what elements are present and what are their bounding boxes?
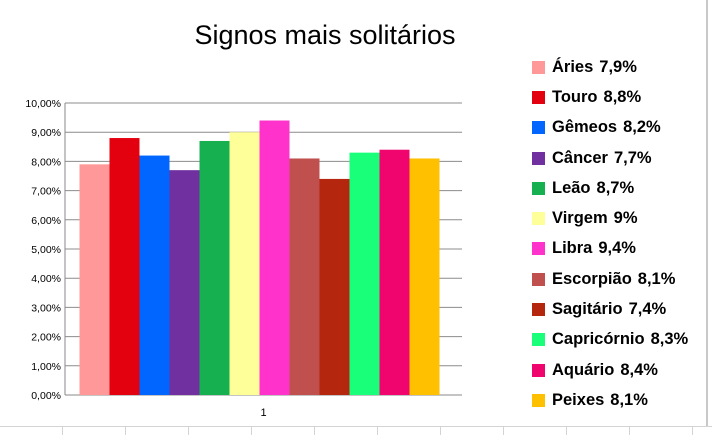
- chart-title: Signos mais solitários: [194, 20, 456, 50]
- x-tick-label: 1: [260, 407, 266, 419]
- legend-swatch: [532, 60, 545, 74]
- bar-touro: [109, 138, 140, 396]
- legend-label: Sagitário: [552, 300, 623, 319]
- legend-entry: Sagitário 7,4%: [532, 294, 708, 324]
- bar-gêmeos: [139, 155, 170, 395]
- legend-entry: Aquário 8,4%: [532, 355, 708, 385]
- y-tick-label: 9,00%: [31, 127, 61, 139]
- legend-label: Virgem: [552, 209, 608, 228]
- legend-swatch: [532, 90, 545, 104]
- legend-value: 8,8%: [603, 87, 642, 106]
- legend-entry: Áries 7,9%: [532, 52, 708, 82]
- legend-value: 8,3%: [650, 330, 689, 349]
- legend-swatch: [532, 212, 545, 226]
- legend-label: Aquário: [552, 360, 615, 379]
- legend-entry: Leão 8,7%: [532, 173, 708, 203]
- legend-label: Leão: [552, 178, 591, 197]
- chart-legend: Áries 7,9% Touro 8,8% Gêmeos 8,2% Câncer 7,7% Le…: [532, 52, 708, 416]
- bar-áries: [79, 164, 110, 395]
- y-tick-label: 0,00%: [31, 390, 61, 402]
- legend-entry: Virgem 9%: [532, 203, 708, 233]
- legend-swatch: [532, 303, 545, 317]
- y-tick-label: 5,00%: [31, 244, 61, 256]
- legend-entry: Gêmeos 8,2%: [532, 113, 708, 143]
- legend-value: 7,7%: [613, 148, 652, 167]
- legend-label: Libra: [552, 239, 593, 258]
- y-tick-label: 8,00%: [31, 156, 61, 168]
- legend-entry: Peixes 8,1%: [532, 385, 708, 415]
- legend-value: 8,4%: [620, 360, 658, 379]
- bar-aquário: [379, 149, 410, 395]
- legend-label: Capricórnio: [552, 330, 645, 349]
- legend-entry: Escorpião 8,1%: [532, 264, 708, 294]
- legend-entry: Touro 8,8%: [532, 82, 708, 112]
- legend-label: Escorpião: [552, 269, 632, 288]
- legend-label: Áries: [552, 57, 594, 76]
- bar-leão: [199, 140, 230, 395]
- legend-swatch: [532, 151, 545, 165]
- y-tick-label: 10,00%: [25, 98, 61, 110]
- legend-value: 8,1%: [637, 269, 676, 288]
- legend-swatch: [532, 181, 545, 195]
- legend-swatch: [532, 333, 545, 347]
- bar-virgem: [229, 132, 260, 395]
- legend-label: Câncer: [552, 148, 608, 167]
- legend-entry: Libra 9,4%: [532, 234, 708, 264]
- legend-swatch: [532, 121, 545, 135]
- legend-value: 9,4%: [598, 239, 636, 258]
- legend-label: Peixes: [552, 390, 605, 409]
- legend-entry: Capricórnio 8,3%: [532, 325, 708, 355]
- legend-value: 7,9%: [599, 57, 637, 76]
- bar-capricórnio: [349, 152, 380, 395]
- y-tick-label: 3,00%: [31, 302, 61, 314]
- legend-entry: Câncer 7,7%: [532, 143, 708, 173]
- legend-swatch: [532, 272, 545, 286]
- y-tick-label: 7,00%: [31, 186, 61, 198]
- y-tick-label: 2,00%: [31, 332, 61, 344]
- legend-swatch: [532, 363, 545, 377]
- spreadsheet-gridlines: [0, 426, 712, 435]
- y-tick-label: 6,00%: [31, 215, 61, 227]
- legend-swatch: [532, 393, 545, 407]
- y-tick-label: 1,00%: [31, 361, 61, 373]
- legend-label: Touro: [552, 87, 598, 106]
- legend-value: 8,2%: [623, 118, 661, 137]
- legend-label: Gêmeos: [552, 118, 618, 137]
- legend-value: 7,4%: [628, 300, 667, 319]
- bar-libra: [259, 120, 290, 396]
- legend-value: 8,7%: [596, 178, 635, 197]
- y-tick-label: 4,00%: [31, 273, 61, 285]
- legend-value: 9%: [613, 209, 638, 228]
- bar-câncer: [169, 170, 200, 395]
- legend-swatch: [532, 242, 545, 256]
- legend-value: 8,1%: [610, 390, 648, 409]
- bar-sagitário: [319, 178, 350, 395]
- bar-escorpião: [289, 158, 320, 395]
- bar-peixes: [409, 158, 440, 395]
